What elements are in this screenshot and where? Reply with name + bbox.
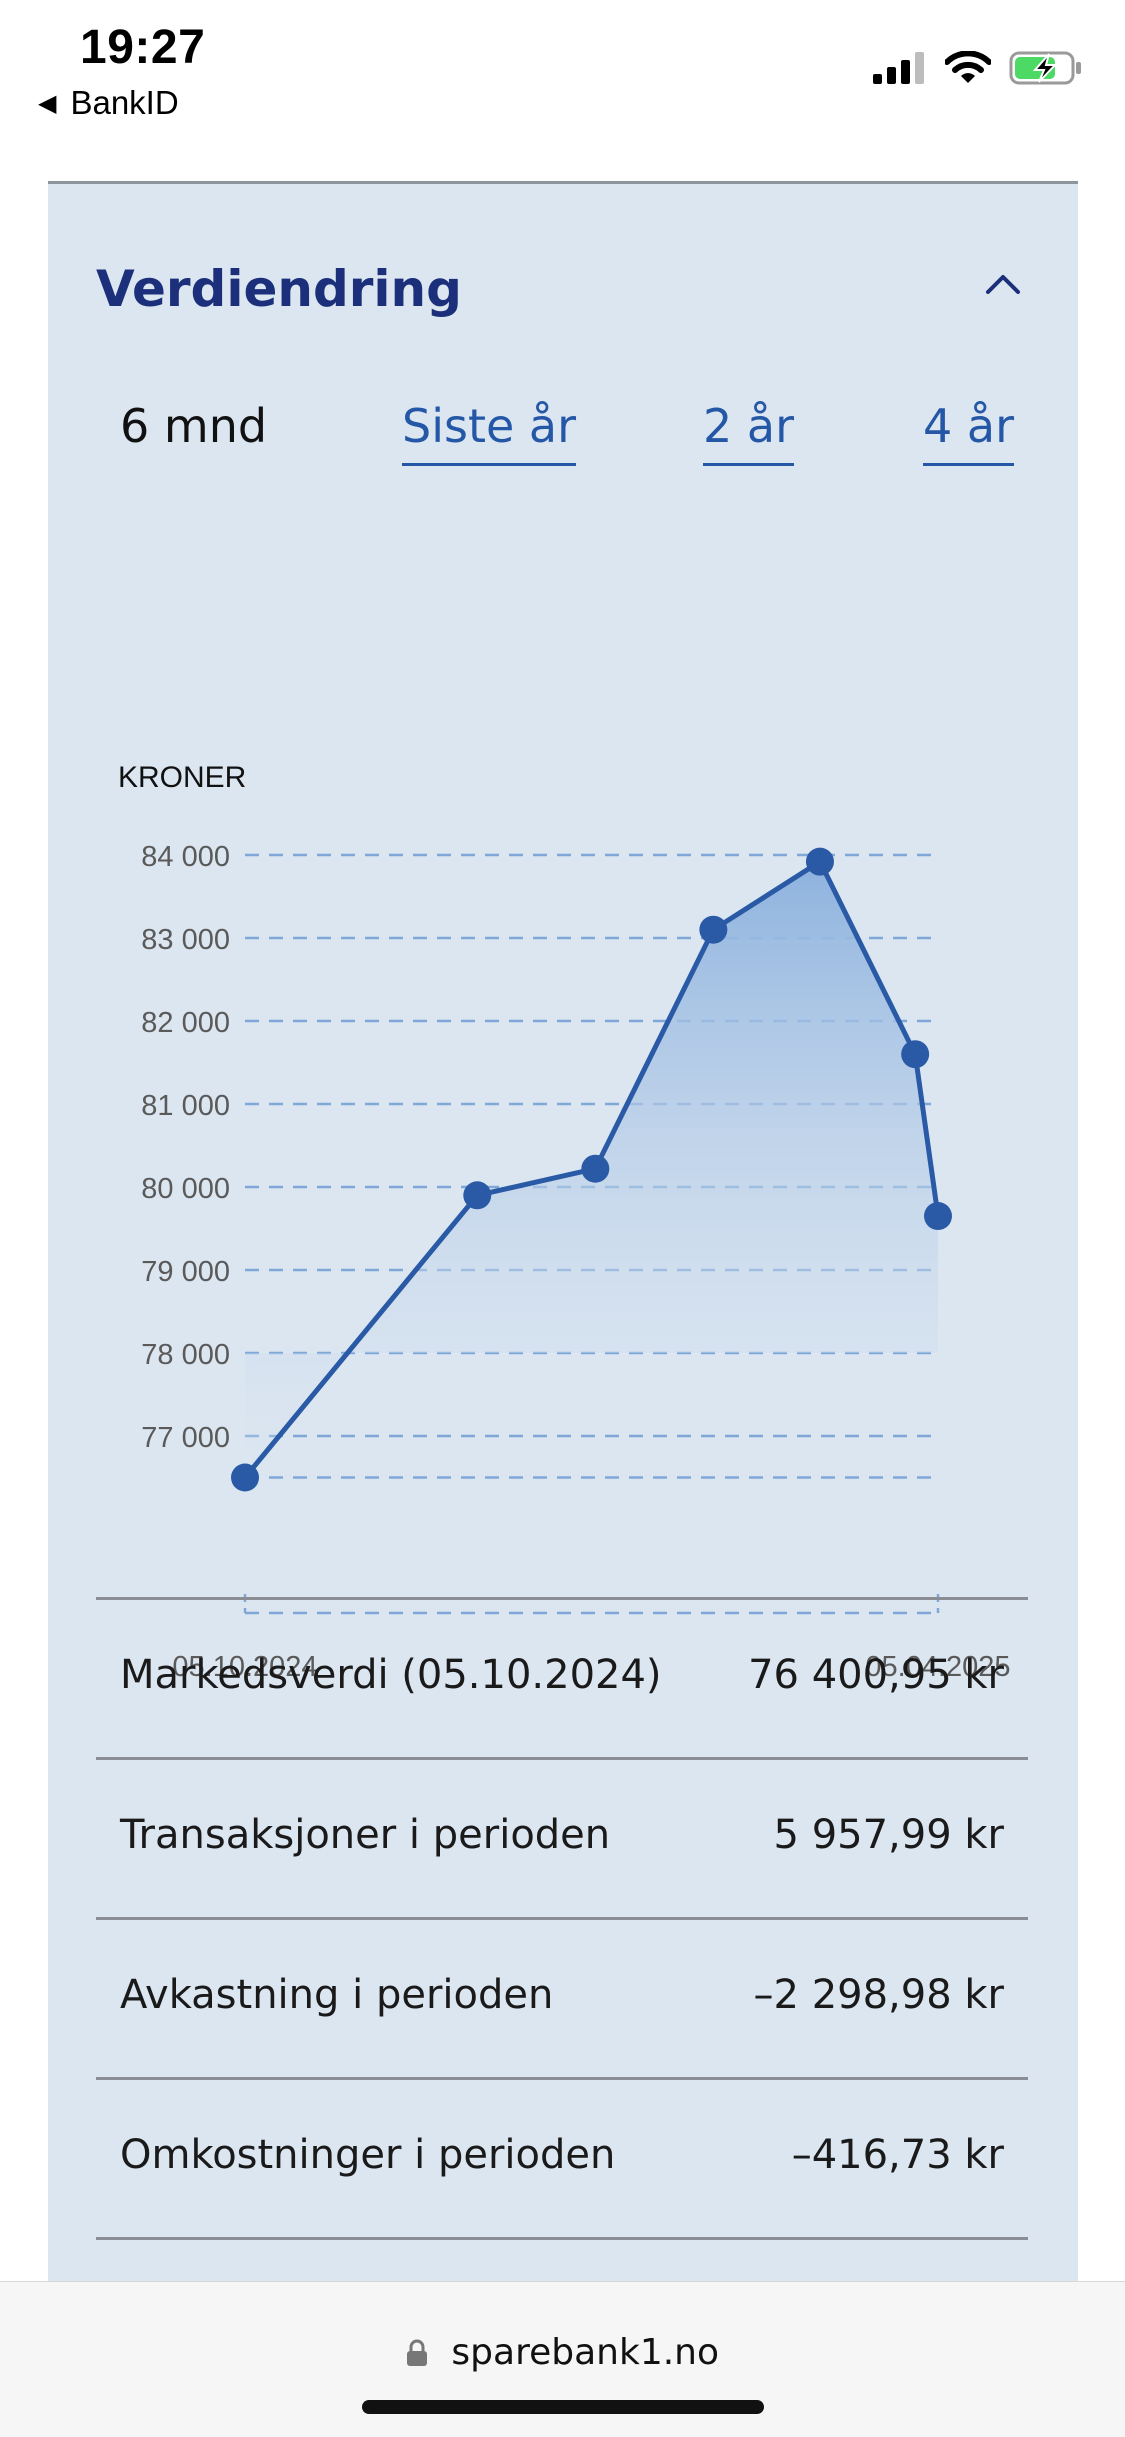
status-icons — [873, 50, 1083, 86]
address-bar[interactable]: sparebank1.no — [0, 2332, 1125, 2373]
tab-4-years[interactable]: 4 år — [923, 399, 1014, 466]
y-tick-label: 83 000 — [141, 924, 230, 956]
chevron-up-icon — [986, 275, 1020, 294]
summary-value: –2 298,98 kr — [753, 1972, 1004, 2018]
back-to-app-link[interactable]: ◀ BankID — [38, 84, 179, 122]
y-axis-label: KRONER — [118, 761, 246, 794]
data-point[interactable] — [901, 1040, 930, 1069]
summary-label: Transaksjoner i perioden — [120, 1812, 611, 1858]
status-time: 19:27 — [80, 21, 206, 74]
y-tick-label: 81 000 — [141, 1090, 230, 1122]
data-point[interactable] — [581, 1154, 610, 1183]
cellular-signal-icon — [873, 52, 924, 84]
summary-label: Omkostninger i perioden — [120, 2132, 616, 2178]
y-tick-label: 84 000 — [141, 841, 230, 873]
browser-toolbar: sparebank1.no — [0, 2281, 1125, 2437]
value-chart: KRONER 84 000 83 000 82 000 81 000 80 000 79 … — [118, 761, 1011, 1683]
y-tick-label: 82 000 — [141, 1007, 230, 1039]
value-change-card: Verdiendring 6 mnd Siste år 2 år 4 år KR… — [48, 181, 1078, 2284]
back-app-label: BankID — [70, 84, 179, 121]
summary-value: 76 400,95 kr — [748, 1652, 1004, 1698]
summary-row: Markedsverdi (05.10.2024) 76 400,95 kr — [96, 1597, 1028, 1757]
summary-value: 5 957,99 kr — [773, 1812, 1004, 1858]
tab-6-months[interactable]: 6 mnd — [120, 399, 268, 453]
lock-icon — [406, 2339, 427, 2366]
tab-2-years[interactable]: 2 år — [703, 399, 794, 466]
data-point[interactable] — [805, 847, 834, 876]
summary-row: Avkastning i perioden –2 298,98 kr — [96, 1917, 1028, 2077]
data-point[interactable] — [924, 1202, 952, 1231]
home-indicator[interactable] — [362, 2400, 764, 2414]
chart-area — [245, 861, 938, 1478]
wifi-icon — [945, 51, 991, 83]
summary-row: Omkostninger i perioden –416,73 kr — [96, 2077, 1028, 2240]
y-tick-label: 78 000 — [141, 1339, 230, 1371]
summary-row: Transaksjoner i perioden 5 957,99 kr — [96, 1757, 1028, 1917]
card-title: Verdiendring — [96, 260, 462, 318]
summary-label: Avkastning i perioden — [120, 1972, 554, 2018]
data-point[interactable] — [231, 1463, 259, 1492]
data-point[interactable] — [699, 915, 728, 944]
tab-last-year[interactable]: Siste år — [402, 399, 577, 466]
summary-value: –416,73 kr — [791, 2132, 1004, 2178]
url-text: sparebank1.no — [451, 2332, 720, 2373]
x-tick-label-end: 05.04.2025 — [865, 1651, 1010, 1683]
y-tick-label: 79 000 — [141, 1256, 230, 1288]
y-tick-label: 80 000 — [141, 1173, 230, 1205]
summary-label: Markedsverdi (05.10.2024) — [120, 1652, 662, 1698]
y-tick-label: 77 000 — [141, 1422, 230, 1454]
back-triangle-icon: ◀ — [38, 89, 57, 117]
data-point[interactable] — [463, 1181, 492, 1210]
summary-table: Markedsverdi (05.10.2024) 76 400,95 kr T… — [96, 1597, 1028, 2240]
collapse-button[interactable] — [978, 264, 1028, 304]
period-tabs: 6 mnd Siste år 2 år 4 år — [48, 399, 1078, 489]
battery-charging-icon — [1009, 51, 1081, 85]
x-tick-label-start: 05.10.2024 — [172, 1651, 317, 1683]
